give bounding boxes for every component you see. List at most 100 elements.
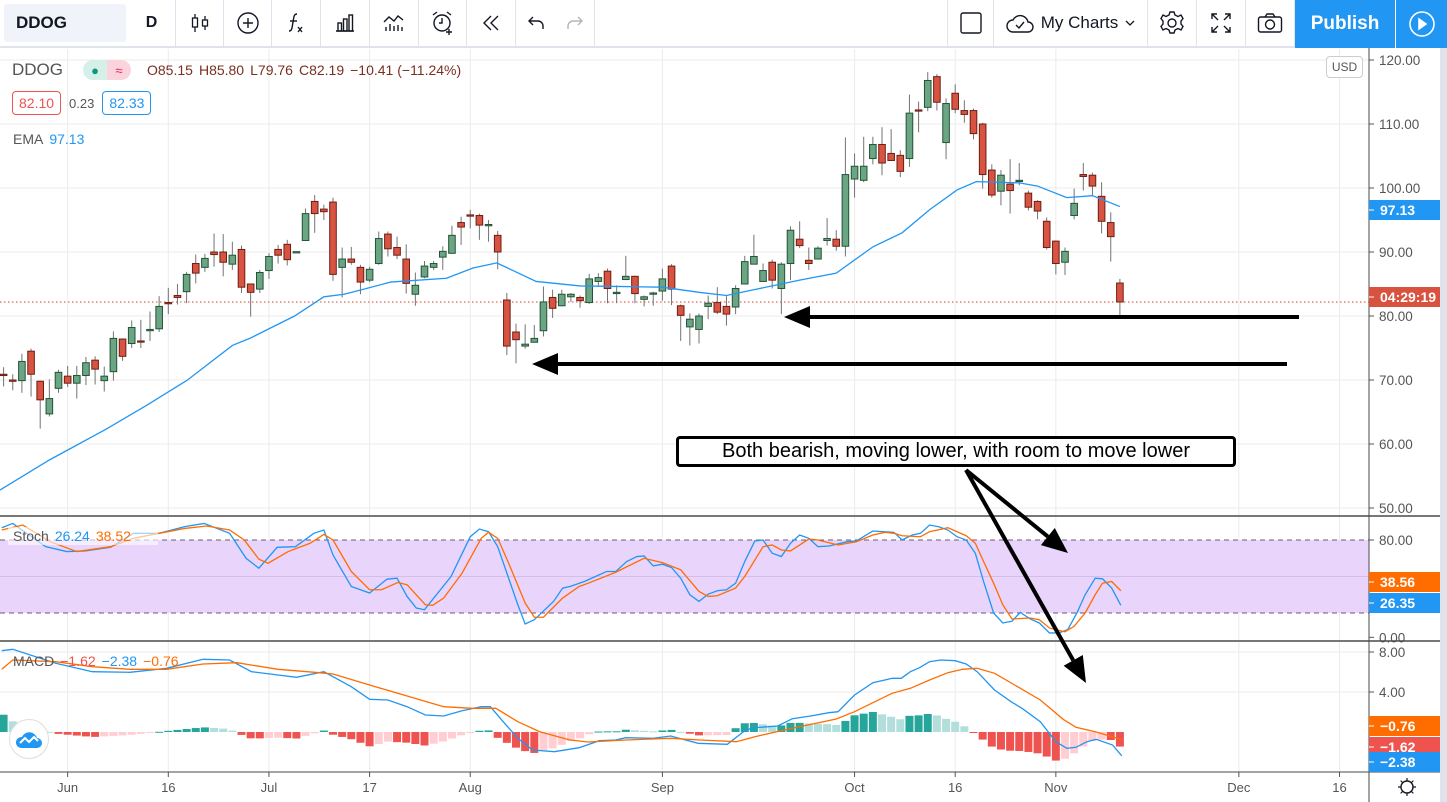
candle-down[interactable] — [1088, 174, 1097, 187]
candle-up[interactable] — [814, 247, 822, 260]
publish-button[interactable]: Publish — [1295, 0, 1396, 48]
candle-down[interactable] — [347, 258, 356, 263]
candle-down[interactable] — [933, 76, 941, 103]
candle-down[interactable] — [1042, 220, 1051, 249]
candle-down[interactable] — [384, 233, 392, 250]
candle-down[interactable] — [137, 340, 145, 343]
candle-up[interactable] — [146, 328, 154, 332]
candle-down[interactable] — [1079, 174, 1088, 177]
candle-up[interactable] — [1070, 202, 1078, 217]
candle-down[interactable] — [951, 92, 960, 110]
candle-down[interactable] — [173, 295, 182, 298]
candle-up[interactable] — [127, 327, 136, 345]
candle-up[interactable] — [265, 255, 273, 272]
stoch-legend[interactable]: Stoch 26.24 38.52 — [8, 527, 158, 545]
candle-down[interactable] — [1116, 282, 1124, 303]
candle-up[interactable] — [622, 275, 630, 281]
replay-icon[interactable] — [467, 0, 516, 46]
candle-up[interactable] — [759, 270, 767, 282]
candle-up[interactable] — [585, 278, 594, 304]
candle-up[interactable] — [841, 174, 850, 247]
candle-up[interactable] — [411, 284, 420, 295]
candle-down[interactable] — [164, 302, 173, 305]
candle-up[interactable] — [649, 292, 658, 295]
candle-down[interactable] — [1024, 192, 1033, 208]
macd-legend[interactable]: MACD −1.62 −2.38 −0.76 — [13, 653, 179, 669]
candle-up[interactable] — [786, 229, 795, 265]
candle-up[interactable] — [1061, 250, 1069, 263]
camera-icon[interactable] — [1246, 0, 1295, 46]
candle-up[interactable] — [731, 287, 740, 308]
candle-up[interactable] — [448, 234, 456, 254]
candle-down[interactable] — [1006, 183, 1014, 192]
candle-up[interactable] — [439, 250, 447, 258]
candle-down[interactable] — [118, 338, 127, 357]
candle-down[interactable] — [310, 200, 319, 215]
candle-up[interactable] — [484, 223, 493, 227]
candle-down[interactable] — [667, 265, 676, 290]
status-pill[interactable]: ● ≈ — [83, 60, 131, 80]
candle-down[interactable] — [393, 247, 401, 256]
square-layout-icon[interactable] — [947, 0, 994, 46]
legend-symbol[interactable]: DDOG — [12, 60, 63, 79]
play-icon[interactable] — [1396, 0, 1447, 48]
candle-down[interactable] — [878, 143, 886, 164]
candle-down[interactable] — [896, 154, 905, 172]
settings-gear-icon[interactable] — [1398, 778, 1416, 796]
candle-up[interactable] — [201, 257, 209, 268]
candle-down[interactable] — [1052, 240, 1060, 265]
candle-up[interactable] — [256, 271, 264, 290]
cloud-logo-icon[interactable] — [9, 719, 49, 759]
candle-up[interactable] — [567, 293, 575, 298]
candle-down[interactable] — [27, 350, 35, 375]
redo-icon[interactable] — [556, 0, 595, 46]
candle-up[interactable] — [182, 273, 191, 293]
symbol-search-button[interactable]: DDOG — [4, 4, 126, 42]
candle-down[interactable] — [914, 109, 923, 112]
candle-up[interactable] — [530, 337, 539, 343]
candle-down[interactable] — [356, 266, 365, 283]
candle-down[interactable] — [191, 263, 200, 274]
candle-down[interactable] — [1033, 200, 1042, 212]
candle-up[interactable] — [54, 371, 63, 389]
candle-up[interactable] — [374, 238, 383, 265]
candle-up[interactable] — [823, 238, 831, 241]
candle-up[interactable] — [109, 337, 118, 373]
candle-down[interactable] — [457, 222, 465, 228]
candle-up[interactable] — [292, 251, 301, 254]
fullscreen-icon[interactable] — [1197, 0, 1246, 46]
candle-up[interactable] — [338, 258, 346, 268]
candle-down[interactable] — [475, 215, 484, 226]
gear-icon[interactable] — [1148, 0, 1197, 46]
candle-down[interactable] — [320, 208, 328, 213]
candle-down[interactable] — [548, 296, 557, 309]
chart-style-icon[interactable] — [370, 0, 419, 46]
candle-down[interactable] — [722, 305, 731, 315]
candle-down[interactable] — [246, 283, 255, 293]
candle-down[interactable] — [36, 380, 45, 401]
candle-up[interactable] — [429, 263, 438, 268]
alert-icon[interactable] — [419, 0, 467, 46]
candle-down[interactable] — [805, 259, 813, 265]
candle-down[interactable] — [219, 251, 227, 263]
candle-down[interactable] — [63, 375, 72, 384]
candle-up[interactable] — [750, 255, 758, 265]
candle-up[interactable] — [228, 254, 237, 265]
candle-down[interactable] — [8, 379, 17, 382]
candle-down[interactable] — [503, 299, 511, 347]
ask-box[interactable]: 82.33 — [102, 91, 152, 115]
candle-down[interactable] — [0, 373, 8, 377]
candle-down[interactable] — [960, 110, 969, 115]
candle-up[interactable] — [777, 263, 786, 289]
candle-up[interactable] — [45, 398, 54, 415]
candle-down[interactable] — [493, 234, 502, 253]
indicators-fx-icon[interactable] — [272, 0, 321, 46]
candle-down[interactable] — [512, 331, 520, 341]
candle-down[interactable] — [603, 270, 612, 289]
candle-down[interactable] — [1106, 222, 1115, 238]
candle-down[interactable] — [466, 214, 475, 217]
candle-down[interactable] — [832, 238, 841, 247]
candle-up[interactable] — [365, 268, 374, 281]
candles-icon[interactable] — [176, 0, 224, 46]
